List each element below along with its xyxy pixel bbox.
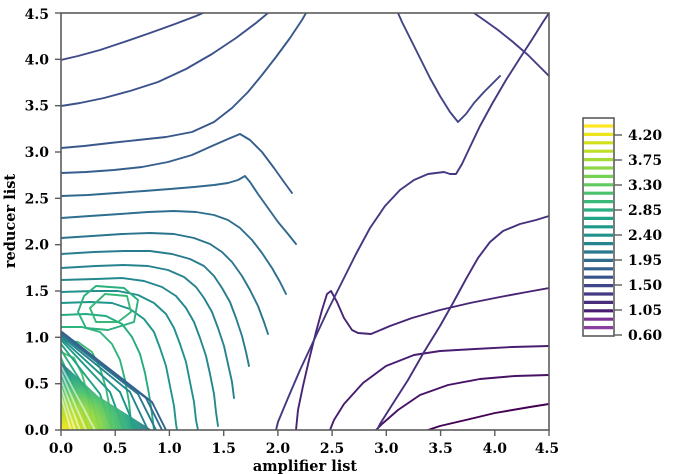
contour-level-20 <box>61 313 155 430</box>
colorbar-tick-label: 2.40 <box>628 228 662 244</box>
contour-fan-14 <box>61 331 167 430</box>
colorbar-tick-label: 0.60 <box>628 328 662 344</box>
origin-peak-striping <box>61 365 96 430</box>
contour-lines-group <box>61 13 549 430</box>
y-ticks <box>55 12 61 431</box>
contour-level-10 <box>61 13 307 149</box>
colorbar-tick-label: 1.05 <box>628 303 662 319</box>
contour-level-2 <box>329 345 549 430</box>
contour-level-0 <box>427 403 549 430</box>
y-tick-label: 4.5 <box>25 7 49 23</box>
contour-level-8 <box>61 13 204 61</box>
y-tick-label: 2.5 <box>25 191 49 207</box>
contour-level-19 <box>61 301 178 430</box>
contour-level-15 <box>61 250 250 367</box>
contour-level-7 <box>397 13 501 123</box>
peak-stripe-1 <box>61 371 87 430</box>
contour-level-18 <box>61 290 199 430</box>
peak-stripe-4 <box>61 395 72 430</box>
contour-level-17 <box>61 277 219 427</box>
x-axis-label: amplifier list <box>253 458 358 474</box>
x-ticks <box>60 430 550 436</box>
colorbar-tick-label: 2.85 <box>628 203 662 219</box>
colorbar-tick-label: 4.20 <box>628 128 662 144</box>
contour-level-16 <box>61 264 235 399</box>
contour-level-3 <box>295 287 549 430</box>
y-tick-label: 3.0 <box>25 145 50 161</box>
contour-island-2 <box>89 293 132 323</box>
colorbar[interactable]: 4.20 3.75 3.30 2.85 2.40 1.95 1.50 1.05 … <box>582 117 662 344</box>
y-tick-label: 0.5 <box>25 377 49 393</box>
colorbar-tick-labels: 4.20 3.75 3.30 2.85 2.40 1.95 1.50 1.05 … <box>628 128 662 344</box>
origin-peak-wedge <box>61 362 152 430</box>
contour-level-11 <box>61 133 293 194</box>
contour-fan-11 <box>61 335 149 430</box>
peak-stripe-3 <box>61 387 76 430</box>
y-tick-label: 3.5 <box>25 99 49 115</box>
colorbar-bands <box>584 124 613 330</box>
x-tick-label: 2.0 <box>266 441 291 457</box>
x-tick-label: 3.0 <box>374 441 399 457</box>
contour-level-12 <box>61 175 297 245</box>
colorbar-tick-label: 1.95 <box>628 253 662 269</box>
x-tick-label: 0.0 <box>49 441 74 457</box>
y-tick-label: 4.0 <box>25 52 50 68</box>
y-axis-label: reducer list <box>2 174 19 268</box>
x-tick-label: 0.5 <box>103 441 127 457</box>
y-tick-label: 2.0 <box>25 238 50 254</box>
main-axes: 0.0 0.5 1.0 1.5 2.0 2.5 3.0 3.5 4.0 4.5 … <box>2 7 559 474</box>
x-tick-label: 1.5 <box>212 441 236 457</box>
contour-level-4 <box>376 215 549 430</box>
contour-island-1 <box>77 285 139 331</box>
x-tick-label: 3.5 <box>428 441 452 457</box>
y-tick-label: 1.5 <box>25 284 49 300</box>
y-tick-labels: 0.0 0.5 1.0 1.5 2.0 2.5 3.0 3.5 4.0 4.5 <box>25 7 50 439</box>
contour-level-6 <box>473 13 549 77</box>
colorbar-ticks <box>614 134 622 336</box>
colorbar-tick-label: 3.75 <box>628 153 662 169</box>
y-tick-label: 1.0 <box>25 330 50 346</box>
contour-level-14 <box>61 232 269 335</box>
x-tick-label: 1.0 <box>157 441 182 457</box>
x-tick-label: 4.0 <box>483 441 508 457</box>
x-tick-label: 2.5 <box>320 441 344 457</box>
contour-fan-12 <box>61 333 157 430</box>
contour-level-13 <box>61 210 287 295</box>
contour-level-1 <box>375 374 549 430</box>
x-tick-labels: 0.0 0.5 1.0 1.5 2.0 2.5 3.0 3.5 4.0 4.5 <box>49 441 559 457</box>
contour-level-9 <box>61 13 269 107</box>
peak-stripe-2 <box>61 379 81 430</box>
colorbar-tick-label: 3.30 <box>628 178 662 194</box>
colorbar-tick-label: 1.50 <box>628 278 662 294</box>
peak-stripe-5 <box>61 365 96 430</box>
y-tick-label: 0.0 <box>25 423 50 439</box>
contour-level-5 <box>275 13 549 430</box>
x-tick-label: 4.5 <box>535 441 559 457</box>
axes-spine <box>60 12 550 431</box>
